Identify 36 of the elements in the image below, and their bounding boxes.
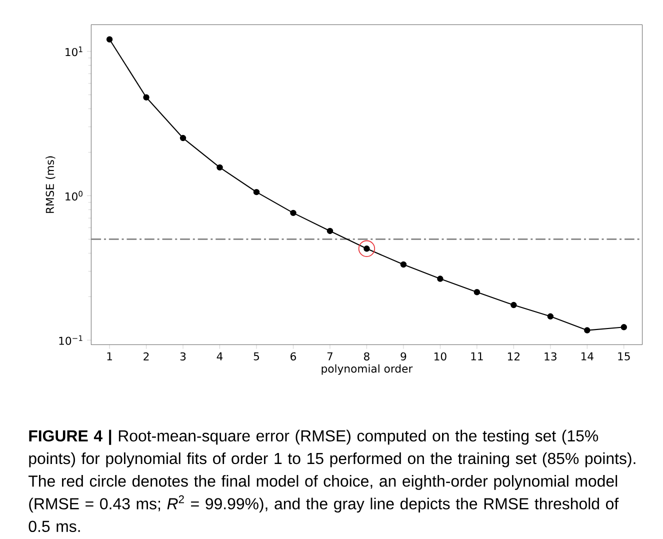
point xyxy=(437,276,444,282)
x-tick-label: 8 xyxy=(364,352,370,360)
x-tick-label: 14 xyxy=(581,352,594,360)
point xyxy=(253,188,260,196)
x-tick-label: 12 xyxy=(508,352,520,360)
point xyxy=(510,302,517,308)
point xyxy=(143,94,150,100)
x-tick-label: 6 xyxy=(290,352,296,360)
point xyxy=(400,261,407,268)
point xyxy=(180,134,186,142)
x-tick-label: 9 xyxy=(400,352,406,360)
x-tick-label: 5 xyxy=(254,352,259,360)
x-tick-label: 2 xyxy=(144,352,149,360)
y-tick-label: 10$^{−1}$ xyxy=(59,335,82,345)
point xyxy=(290,210,296,216)
x-tick-label: 13 xyxy=(544,352,556,360)
x-tick-label: 1 xyxy=(107,352,112,360)
x-tick-label: 15 xyxy=(618,352,630,360)
point xyxy=(474,288,480,296)
y-axis-title: RMSE (ms) xyxy=(46,156,56,213)
point xyxy=(620,324,628,330)
x-tick-label: 3 xyxy=(180,352,186,360)
point xyxy=(547,313,554,320)
x-tick-label: 11 xyxy=(471,352,483,360)
point xyxy=(216,164,223,170)
point xyxy=(326,228,334,234)
x-axis-title: polynomial order xyxy=(322,364,413,375)
point xyxy=(106,36,113,42)
x-tick-label: 7 xyxy=(327,352,332,360)
x-tick-label: 4 xyxy=(216,352,223,360)
x-tick-label: 10 xyxy=(434,352,446,360)
point xyxy=(584,327,590,334)
text: FIGURE 4 | Root-mean-square error (RMSE) computed on the testing set (15% points) for polynomial fits of order 1 to 15 performed on the training set (85% points). The red circle denotes the final model of choice, an eighth-order polynomial model (RMSE = 0.43 ms; R$^{2}$ = 99.99%), and the gray line depicts the RMSE threshold of 0.5 ms. xyxy=(28,430,636,532)
point xyxy=(358,240,376,257)
y-tick-label: 10$^{0}$ xyxy=(66,190,82,200)
y-tick-label: 10$^{1}$ xyxy=(66,46,82,56)
